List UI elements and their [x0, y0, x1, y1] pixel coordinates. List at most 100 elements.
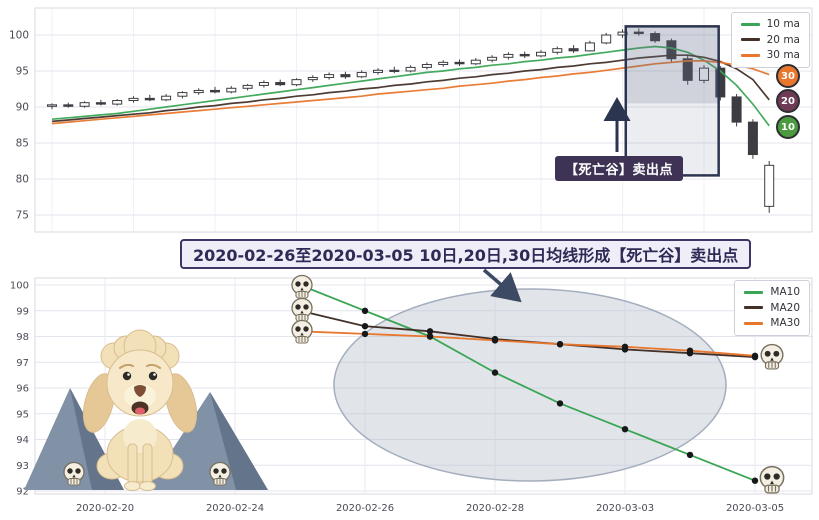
ma-line-chart: 100 99 98 97 96 95 94 93 92 2020-02-20 2020-02-24 2…: [10, 268, 813, 514]
y-tick-label: 99: [16, 306, 29, 317]
candle: [568, 48, 579, 52]
candlestick-chart: 100 95 90 85 80 75: [9, 7, 813, 233]
poodle-dog: [82, 329, 198, 491]
candle: [633, 31, 644, 35]
y-tick-label: 100: [10, 281, 29, 292]
death-valley-ellipse-highlight: [333, 288, 727, 482]
legend-item-10ma: 10 ma: [740, 18, 800, 30]
data-point-marker: [361, 307, 369, 314]
candle: [144, 97, 155, 101]
y-tick-label: 94: [16, 435, 29, 446]
data-point-marker: [751, 352, 759, 359]
candle: [95, 102, 106, 105]
candle: [79, 102, 90, 107]
candle: [340, 74, 351, 78]
skull-icon: [759, 465, 785, 494]
poodle-dog-illustration: [24, 329, 268, 491]
candle: [63, 104, 74, 107]
y-tick-label: 85: [16, 138, 29, 150]
x-tick-label: 2020-02-20: [76, 503, 134, 514]
ma20-end-badge: 20: [776, 89, 800, 113]
legend-item-20ma: 20 ma: [740, 33, 800, 46]
skull-icon: [291, 297, 313, 322]
line-MA30: [299, 330, 756, 357]
legend-item-MA30: MA30: [744, 318, 800, 329]
x-tick-label: 2020-02-28: [466, 503, 524, 514]
skull-icon: [291, 274, 313, 299]
y-tick-label: 97: [16, 358, 29, 369]
candle: [373, 69, 383, 73]
y-tick-label: 80: [16, 174, 29, 186]
death-valley-highlight-box: [624, 25, 720, 177]
legend-label-20ma: 20 ma: [766, 33, 800, 46]
data-point-marker: [686, 347, 694, 354]
candle: [764, 164, 775, 207]
data-point-marker: [621, 343, 629, 350]
y-tick-label: 90: [16, 102, 29, 114]
legend-item-MA10: MA10: [744, 287, 800, 298]
candle: [112, 100, 123, 105]
candle: [715, 67, 726, 98]
top-chart-legend: 10 ma 20 ma 30 ma: [730, 12, 810, 68]
candle: [128, 97, 139, 102]
x-tick-label: 2020-03-05: [726, 503, 784, 514]
data-point-marker: [491, 337, 499, 344]
candle: [584, 42, 595, 52]
line-swatch-20ma: [740, 38, 760, 42]
skull-icon: [760, 343, 784, 370]
x-tick-label: 2020-02-24: [206, 503, 264, 514]
candle: [193, 89, 204, 94]
line-swatch-MA10: [744, 290, 764, 294]
ma-line-20ma: [51, 54, 770, 123]
skull-icon: [209, 461, 231, 486]
legend-item-30ma: 30 ma: [740, 49, 800, 61]
y-tick-label: 75: [16, 210, 29, 222]
legend-label-MA20: MA20: [770, 301, 800, 314]
y-tick-label: 92: [16, 487, 29, 498]
candle: [487, 56, 498, 61]
data-point-marker: [556, 341, 564, 348]
data-point-marker: [621, 426, 629, 433]
x-tick-label: 2020-02-26: [336, 503, 394, 514]
candle: [275, 82, 286, 86]
candle: [454, 61, 465, 65]
legend-label-30ma: 30 ma: [766, 49, 800, 61]
candle: [356, 71, 367, 78]
candle: [421, 64, 432, 68]
candle: [438, 61, 449, 66]
y-tick-label: 96: [16, 384, 29, 395]
skull-icon: [291, 319, 313, 344]
candle: [242, 84, 253, 89]
ma30-end-badge: 30: [776, 64, 800, 88]
ma10-end-badge: 10: [776, 115, 800, 139]
data-point-marker: [426, 333, 434, 340]
y-tick-label: 93: [16, 461, 29, 472]
data-point-marker: [361, 323, 369, 330]
line-MA10: [299, 284, 756, 482]
ma-line-10ma: [51, 45, 770, 127]
y-tick-label: 95: [16, 66, 29, 78]
analysis-title-banner: 2020-02-26至2020-03-05 10日,20日,30日均线形成【死亡…: [180, 239, 752, 269]
candle: [177, 92, 188, 97]
y-tick-label: 95: [16, 409, 29, 420]
skull-icon: [63, 461, 85, 486]
line-swatch-MA30: [744, 321, 764, 325]
banner-pointer-arrow: [482, 268, 522, 303]
y-tick-label: 100: [9, 30, 29, 42]
ma-line-30ma: [51, 60, 770, 125]
candle: [699, 67, 709, 81]
y-tick-label: 98: [16, 332, 29, 343]
candle: [324, 74, 335, 78]
data-point-marker: [686, 451, 694, 459]
candle: [307, 76, 318, 81]
line-swatch-30ma: [740, 53, 760, 57]
line-swatch-MA20: [744, 306, 764, 310]
legend-label-MA30: MA30: [770, 317, 800, 329]
legend-label-10ma: 10 ma: [766, 18, 800, 30]
candle: [536, 51, 546, 57]
candle: [210, 89, 220, 93]
candle: [389, 69, 400, 72]
candle: [601, 34, 612, 44]
candle: [291, 79, 302, 86]
